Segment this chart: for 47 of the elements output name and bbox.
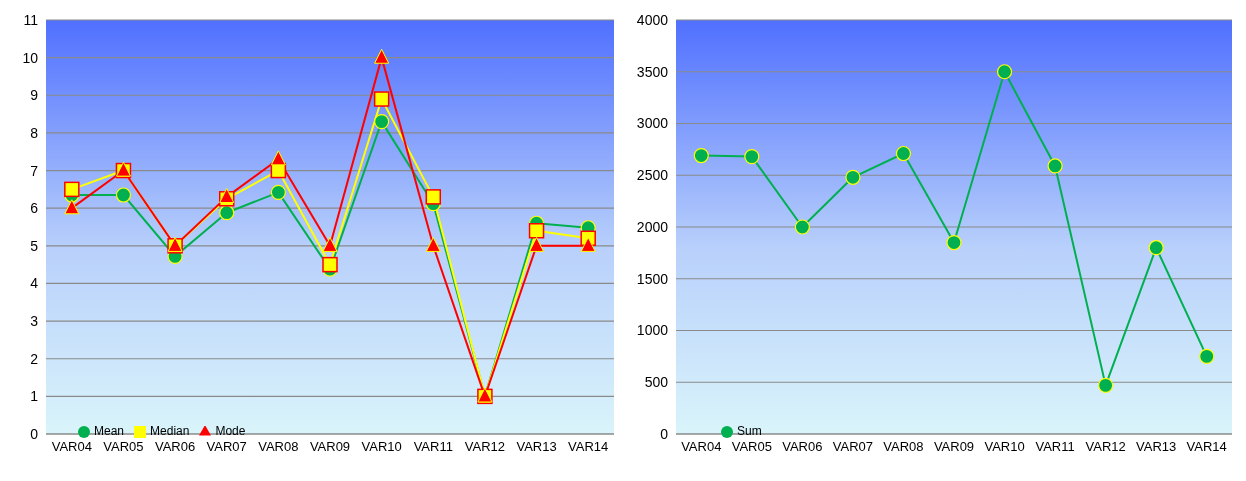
y-tick-label: 0 (30, 425, 39, 442)
x-tick-label: VAR05 (731, 439, 772, 455)
y-tick-label: 3500 (636, 63, 669, 80)
x-tick-label: VAR11 (1035, 439, 1075, 455)
x-tick-label: VAR10 (984, 439, 1025, 455)
x-tick-label: VAR13 (1136, 439, 1177, 455)
x-tick-label: VAR04 (681, 439, 722, 455)
y-tick-label: 7 (30, 162, 39, 179)
y-tick-label: 4000 (636, 11, 669, 28)
x-tick-label: VAR12 (464, 439, 506, 455)
x-tick-label: VAR07 (206, 439, 247, 455)
x-tick-label: VAR05 (103, 439, 144, 455)
y-tick-label: 9 (30, 87, 39, 104)
x-tick-label: VAR14 (568, 439, 609, 455)
x-tick-label: VAR06 (782, 439, 823, 455)
x-tick-label: VAR14 (1186, 439, 1227, 455)
x-tick-label: VAR11 (413, 439, 453, 455)
x-tick-label: VAR10 (361, 439, 402, 455)
x-tick-label: VAR08 (883, 439, 924, 455)
y-tick-label: 1000 (636, 322, 669, 339)
x-tick-label: VAR06 (154, 439, 196, 455)
legend-label: Mean (94, 424, 125, 438)
y-tick-label: 1500 (636, 270, 669, 287)
x-tick-label: VAR13 (516, 439, 557, 455)
y-tick-label: 2000 (636, 218, 669, 235)
y-tick-label: 3000 (636, 115, 669, 132)
y-tick-label: 5 (30, 237, 39, 254)
y-tick-label: 0 (660, 425, 669, 442)
x-tick-label: VAR09 (309, 439, 351, 455)
x-tick-label: VAR08 (258, 439, 299, 455)
y-tick-label: 6 (30, 200, 39, 217)
x-tick-label: VAR04 (51, 439, 92, 455)
y-tick-label: 1 (30, 388, 39, 405)
x-tick-label: VAR07 (832, 439, 874, 455)
y-tick-label: 8 (30, 124, 39, 141)
legend-label: Median (150, 424, 190, 438)
x-tick-label: VAR09 (933, 439, 975, 455)
legend-label: Mode (215, 424, 246, 438)
y-tick-label: 11 (23, 11, 39, 28)
y-tick-label: 10 (22, 49, 39, 66)
legend-label: Sum (737, 424, 762, 438)
y-tick-label: 4 (30, 275, 39, 292)
x-tick-label: VAR12 (1085, 439, 1126, 455)
y-tick-label: 3 (30, 313, 39, 330)
y-tick-label: 2500 (636, 167, 669, 184)
y-tick-label: 2 (30, 350, 39, 367)
y-tick-label: 500 (644, 374, 669, 391)
